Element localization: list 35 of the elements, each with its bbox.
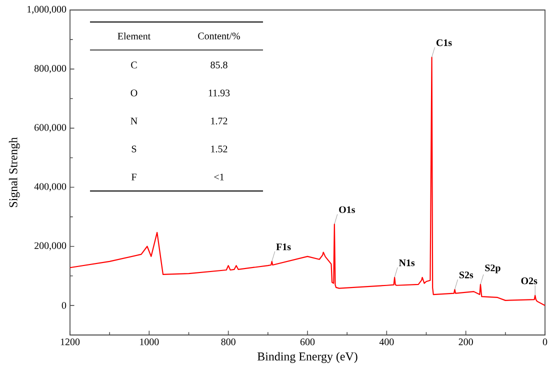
y-tick-label: 1,000,000	[28, 6, 66, 14]
x-tick-label: 200	[458, 338, 473, 346]
annotation: <1	[214, 174, 224, 180]
annotation: S2s	[459, 272, 474, 278]
annotation: Content/%	[198, 32, 240, 40]
annotation: 11.93	[208, 90, 230, 96]
x-tick-label: 0	[542, 338, 548, 346]
annotation: S2p	[485, 264, 500, 274]
annotation: C1s	[436, 39, 452, 46]
annotation: F1s	[276, 244, 291, 250]
y-tick-label: 800,000	[34, 65, 66, 74]
annotation: 85.8	[210, 62, 228, 68]
x-tick-label: 800	[221, 338, 236, 346]
annotation: N	[130, 118, 138, 124]
annotation: O2s	[521, 278, 538, 284]
y-axis-title: Signal Strengh	[8, 137, 20, 208]
y-tick-label: 600,000	[34, 124, 66, 132]
annotation: 1.72	[211, 118, 228, 124]
annotation: O	[130, 90, 138, 96]
y-tick-label: 400,000	[34, 183, 66, 192]
x-axis-title: Binding Energy (eV)	[257, 352, 358, 363]
annotation: S	[132, 146, 136, 152]
annotation: F	[132, 174, 136, 180]
annotation: O1s	[339, 206, 355, 214]
x-tick-label: 600	[300, 338, 315, 346]
annotation: C	[131, 62, 137, 68]
annotation: Element	[118, 32, 151, 40]
annotation: N1s	[398, 260, 415, 266]
y-tick-label: 0	[62, 302, 66, 309]
x-tick-label: 1200	[60, 338, 80, 346]
annotation: 1.52	[211, 146, 228, 152]
line-series	[70, 56, 546, 306]
y-tick-label: 200,000	[34, 242, 66, 250]
x-tick-label: 400	[379, 338, 394, 346]
x-tick-label: 1000	[140, 338, 159, 346]
